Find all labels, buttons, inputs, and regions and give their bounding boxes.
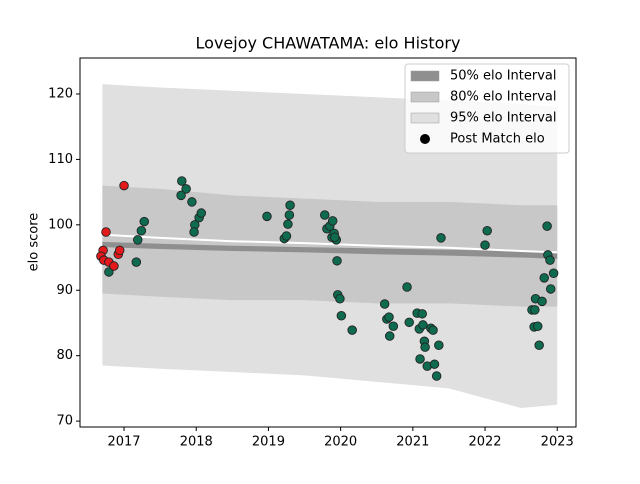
data-point [101,227,111,237]
data-point [431,371,442,381]
data-point [119,180,129,191]
data-point [177,176,187,186]
data-point [402,282,412,292]
x-tick-label: 2017 [107,435,140,450]
data-point [379,299,390,309]
y-tick-label: 90 [56,283,73,298]
data-point [262,211,272,222]
plot-area [96,84,559,409]
data-point [285,200,295,210]
x-tick-label: 2018 [180,435,213,450]
data-point [335,294,345,304]
axes-frame [79,57,577,428]
data-point [336,311,347,321]
data-point [109,261,119,271]
data-point [136,225,147,236]
data-point [384,312,394,322]
data-point [428,325,438,335]
legend-label: 95% elo Interval [450,111,557,126]
legend-swatch [410,70,440,82]
data-point [532,321,543,331]
data-point [283,219,293,229]
data-point [388,321,399,331]
data-point [545,255,555,265]
interval-band [102,241,558,259]
y-tick-label: 110 [48,152,73,167]
interval-band [102,185,558,307]
data-point [187,197,197,207]
data-point [189,227,199,237]
data-point [539,273,549,283]
data-point [545,284,556,294]
y-tick-label: 70 [56,414,73,429]
data-point [327,216,338,226]
data-point [131,257,142,267]
x-tick-label: 2021 [396,435,429,450]
data-point [542,221,552,231]
data-point [176,190,186,201]
legend-swatch [410,91,440,103]
data-point [534,340,544,350]
x-tick-label: 2020 [324,435,357,450]
data-point [417,309,427,319]
mean-line [102,233,558,254]
chart-title: Lovejoy CHAWATAMA: elo History [196,34,461,53]
data-point [284,210,295,220]
data-point [330,232,340,243]
data-point [320,210,330,220]
data-point [347,325,357,335]
data-point [384,331,395,341]
x-tick-label: 2022 [468,435,501,450]
data-point [530,305,540,315]
legend: 50% elo Interval 80% elo Interval 95% elo … [404,63,570,154]
data-point [436,233,446,243]
legend-label: Post Match elo [450,132,545,147]
y-tick-label: 120 [48,86,73,101]
data-point [181,184,191,194]
legend-marker [420,134,430,144]
data-point [139,216,150,227]
legend-box [404,63,570,154]
data-point [418,320,428,330]
y-tick-label: 100 [48,217,73,232]
data-point [548,268,559,279]
legend-label: 50% elo Interval [450,69,557,84]
data-point [114,245,125,256]
x-tick-label: 2019 [252,435,285,450]
data-point [420,342,430,352]
data-point [196,208,207,218]
data-point [537,296,547,307]
data-point [434,340,444,350]
data-point [281,231,292,241]
data-point [482,225,492,236]
legend-label: 80% elo Interval [450,90,557,105]
data-point [133,235,143,245]
data-point [404,317,414,328]
data-point [415,354,425,364]
legend-swatch [410,112,440,124]
y-tick-label: 80 [56,348,73,363]
data-point [429,359,440,369]
data-point [480,240,490,250]
x-tick-label: 2023 [541,435,574,450]
data-point [332,256,342,266]
y-axis-label: elo score [27,213,42,272]
